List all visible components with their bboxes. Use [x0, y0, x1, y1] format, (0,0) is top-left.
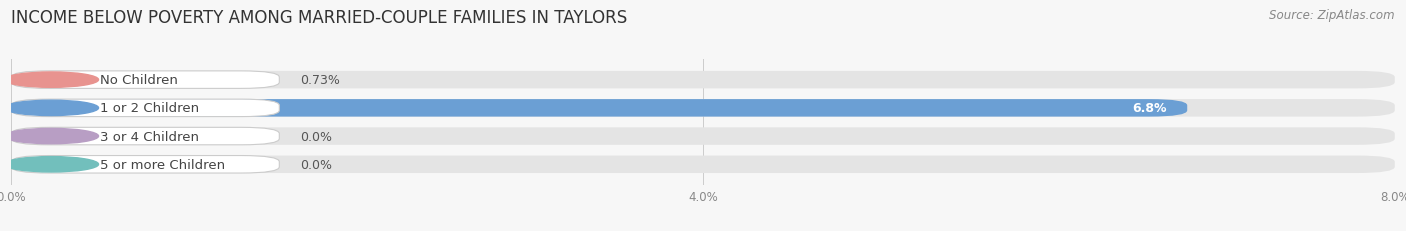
Circle shape [4, 73, 98, 88]
Text: No Children: No Children [100, 74, 179, 87]
FancyBboxPatch shape [11, 100, 1187, 117]
FancyBboxPatch shape [11, 72, 138, 89]
Text: 5 or more Children: 5 or more Children [100, 158, 225, 171]
FancyBboxPatch shape [11, 156, 280, 173]
Text: 6.8%: 6.8% [1132, 102, 1167, 115]
Circle shape [4, 101, 98, 116]
FancyBboxPatch shape [11, 72, 280, 89]
Text: 1 or 2 Children: 1 or 2 Children [100, 102, 200, 115]
Text: 3 or 4 Children: 3 or 4 Children [100, 130, 200, 143]
FancyBboxPatch shape [11, 128, 280, 145]
FancyBboxPatch shape [11, 100, 1395, 117]
Text: 0.0%: 0.0% [299, 130, 332, 143]
Text: 0.73%: 0.73% [299, 74, 340, 87]
FancyBboxPatch shape [11, 72, 1395, 89]
Circle shape [4, 157, 98, 172]
Text: 0.0%: 0.0% [299, 158, 332, 171]
FancyBboxPatch shape [11, 156, 1395, 173]
Text: Source: ZipAtlas.com: Source: ZipAtlas.com [1270, 9, 1395, 22]
FancyBboxPatch shape [11, 100, 280, 117]
Text: INCOME BELOW POVERTY AMONG MARRIED-COUPLE FAMILIES IN TAYLORS: INCOME BELOW POVERTY AMONG MARRIED-COUPL… [11, 9, 627, 27]
FancyBboxPatch shape [11, 128, 1395, 145]
Circle shape [4, 129, 98, 144]
